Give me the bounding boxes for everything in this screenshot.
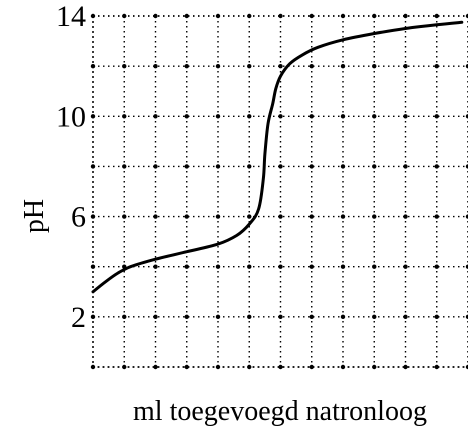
grid-intersection-dot: [215, 264, 221, 269]
grid-intersection-dot: [122, 314, 127, 320]
grid-intersection-dot: [434, 13, 439, 19]
grid-intersection-dot: [465, 314, 468, 320]
y-tick-label: 6: [71, 201, 86, 234]
grid-intersection-dot: [309, 114, 314, 119]
grid-intersection-dot: [434, 214, 439, 219]
titration-curve: [91, 20, 464, 294]
grid-intersection-dot: [340, 264, 346, 269]
grid-intersection-dot: [215, 114, 221, 119]
grid-intersection-dot: [372, 164, 377, 169]
y-tick-label: 2: [71, 301, 86, 334]
grid-intersection-dot: [403, 364, 408, 370]
grid-intersection-dot: [340, 114, 346, 119]
grid-intersection-dot: [247, 314, 252, 320]
y-tick-label: 14: [56, 0, 86, 33]
grid-intersection-dot: [122, 164, 127, 169]
grid-intersection-dot: [403, 264, 408, 269]
grid-intersection-dot: [278, 364, 283, 370]
grid-intersection-dot: [372, 63, 377, 69]
grid-intersection-dot: [403, 114, 408, 119]
grid-intersection-dot: [403, 314, 408, 320]
grid-intersection-dot: [247, 214, 252, 219]
grid-intersection-dot: [153, 314, 158, 320]
grid-intersection-dot: [153, 13, 158, 19]
grid-intersection-dot: [465, 264, 468, 269]
grid-intersection-dot: [215, 63, 221, 69]
grid-intersection-dot: [372, 364, 377, 370]
grid-intersection-dot: [184, 264, 189, 269]
grid-intersection-dot: [278, 314, 283, 320]
grid-intersection-dot: [340, 164, 346, 169]
grid-intersection-dot: [278, 114, 283, 119]
x-axis-label: ml toegevoegd natronloog: [133, 396, 427, 427]
grid-intersection-dot: [372, 214, 377, 219]
grid-intersection-dot: [122, 214, 127, 219]
grid-intersection-dot: [434, 114, 439, 119]
grid-intersection-dot: [122, 364, 127, 370]
grid-intersection-dot: [403, 63, 408, 69]
grid-intersection-dot: [247, 114, 252, 119]
grid-intersection-dot: [184, 214, 189, 219]
grid-intersection-dot: [340, 63, 346, 69]
grid-intersection-dot: [90, 63, 96, 69]
grid-intersection-dot: [153, 114, 158, 119]
grid-intersection-dot: [184, 164, 189, 169]
grid-intersection-dot: [153, 264, 158, 269]
grid-intersection-dot: [122, 114, 127, 119]
grid-intersection-dot: [153, 364, 158, 370]
grid-intersection-dot: [278, 214, 283, 219]
grid-intersection-dot: [184, 13, 189, 19]
grid-intersection-dot: [247, 164, 252, 169]
grid-intersection-dot: [434, 164, 439, 169]
grid-intersection-dot: [90, 114, 96, 119]
grid-intersection-dot: [309, 364, 314, 370]
grid-intersection-dot: [340, 314, 346, 320]
grid-intersection-dot: [247, 63, 252, 69]
y-tick-label: 10: [56, 100, 86, 133]
grid-intersection-dot: [403, 13, 408, 19]
grid-intersection-dot: [153, 214, 158, 219]
grid-intersection-dot: [309, 264, 314, 269]
grid-intersection-dot: [309, 214, 314, 219]
grid-intersection-dot: [372, 114, 377, 119]
grid-intersection-dot: [184, 114, 189, 119]
grid-intersection-dot: [153, 63, 158, 69]
grid-intersection-dot: [247, 364, 252, 370]
grid-intersection-dot: [465, 364, 468, 370]
grid-intersection-dot: [309, 164, 314, 169]
grid-intersection-dot: [309, 13, 314, 19]
grid-intersection-dot: [215, 314, 221, 320]
plot-frame: [92, 15, 468, 368]
y-tick-labels: 2 6 10 14: [56, 0, 86, 334]
grid-intersection-dot: [278, 164, 283, 169]
grid-intersection-dot: [278, 264, 283, 269]
grid-intersection-dot: [434, 314, 439, 320]
y-axis-label: pH: [19, 199, 50, 233]
grid-intersection-dot: [90, 164, 96, 169]
grid-intersection-dot: [465, 214, 468, 219]
grid-intersection-dot: [434, 264, 439, 269]
grid-intersection-dot: [403, 214, 408, 219]
grid-intersection-dot: [153, 164, 158, 169]
grid-intersection-dot: [184, 364, 189, 370]
grid-intersection-dot: [278, 13, 283, 19]
grid-intersection-dot: [309, 63, 314, 69]
grid-intersection-dot: [184, 63, 189, 69]
grid-intersection-dot: [465, 164, 468, 169]
grid-intersection-dot: [278, 63, 283, 69]
grid: [90, 13, 468, 370]
grid-intersection-dot: [184, 314, 189, 320]
grid-intersection-dot: [215, 214, 221, 219]
grid-intersection-dot: [372, 314, 377, 320]
grid-intersection-dot: [403, 164, 408, 169]
grid-intersection-dot: [247, 264, 252, 269]
grid-intersection-dot: [340, 214, 346, 219]
grid-intersection-dot: [372, 264, 377, 269]
grid-intersection-dot: [434, 364, 439, 370]
grid-intersection-dot: [215, 164, 221, 169]
grid-intersection-dot: [122, 63, 127, 69]
grid-intersection-dot: [309, 314, 314, 320]
grid-intersection-dot: [434, 63, 439, 69]
